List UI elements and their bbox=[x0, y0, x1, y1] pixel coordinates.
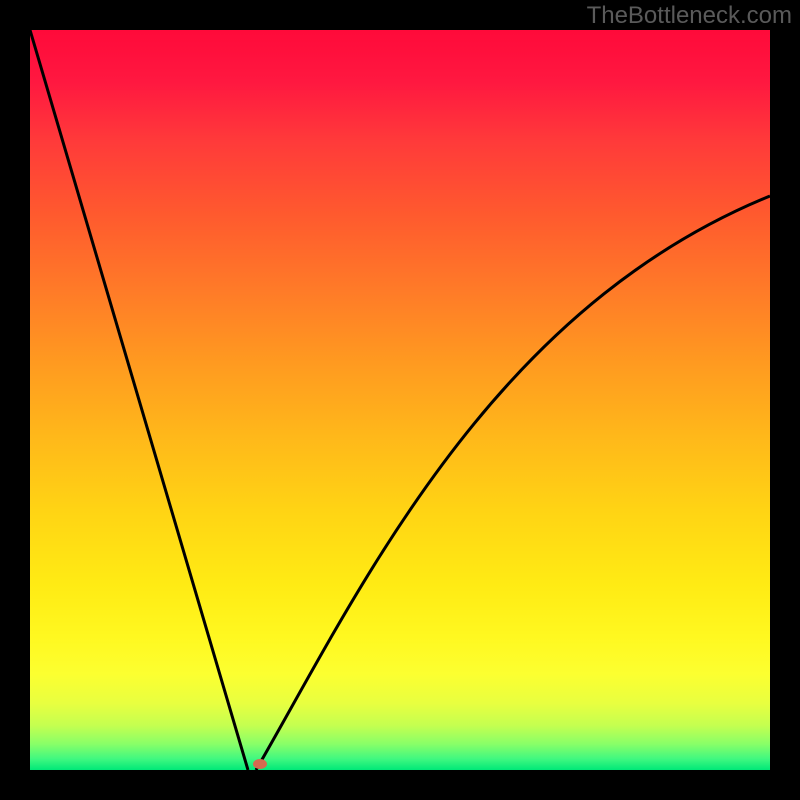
minimum-marker bbox=[253, 759, 267, 769]
curve-left-branch bbox=[30, 30, 248, 770]
plot-area bbox=[30, 30, 770, 770]
chart-container: TheBottleneck.com bbox=[0, 0, 800, 800]
curve-layer bbox=[30, 30, 770, 770]
watermark-text: TheBottleneck.com bbox=[587, 2, 792, 30]
curve-right-branch bbox=[256, 196, 770, 770]
